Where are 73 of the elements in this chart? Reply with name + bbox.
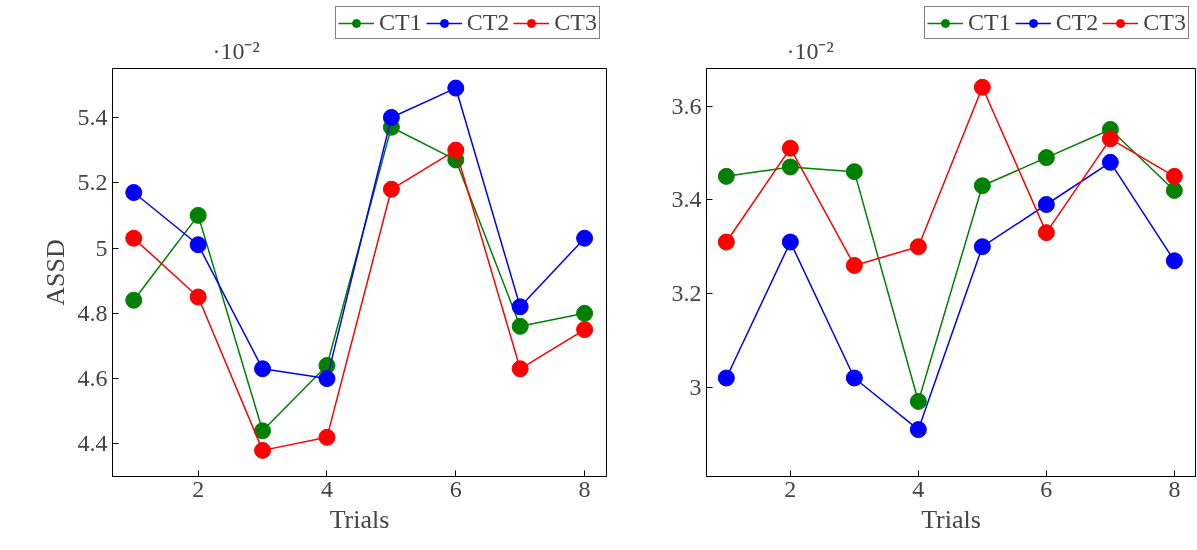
point [973, 78, 991, 96]
y-tick-label: 5.4 [77, 103, 108, 130]
point [382, 180, 400, 198]
y-tick-label: 3.4 [671, 186, 702, 213]
x-tick-label: 4 [912, 475, 925, 502]
point [447, 141, 465, 159]
legend-label: CT3 [1143, 9, 1186, 36]
y-tick-label: 3.6 [671, 92, 702, 119]
point [1165, 252, 1183, 270]
y-axis-title: ASSD [40, 239, 70, 306]
point [254, 441, 272, 459]
x-tick-label: 8 [578, 475, 591, 502]
text: ·10⁻² [786, 37, 834, 64]
point [189, 288, 207, 306]
point [511, 317, 529, 335]
point [576, 304, 594, 322]
y-tick-label: 4.8 [77, 299, 108, 326]
point [1101, 130, 1119, 148]
point [189, 206, 207, 224]
legend-label: CT3 [554, 9, 597, 36]
y-tick-label: 3.2 [671, 280, 702, 307]
point [845, 256, 863, 274]
point [973, 177, 991, 195]
point [1037, 196, 1055, 213]
y-tick-label: 3 [689, 373, 702, 400]
point [254, 422, 272, 440]
point [511, 298, 529, 316]
point [447, 79, 465, 97]
point [845, 163, 863, 181]
point [576, 321, 594, 339]
point [1037, 149, 1055, 167]
legend-label: CT1 [967, 9, 1011, 36]
x-tick-label: 6 [449, 475, 462, 502]
point [189, 236, 207, 254]
point [1101, 153, 1119, 171]
x-tick-label: 4 [320, 475, 333, 502]
point [576, 229, 594, 247]
text: ·10⁻² [212, 37, 260, 64]
point [717, 233, 735, 251]
point [909, 421, 927, 439]
legend-label: CT1 [378, 9, 422, 36]
point [1165, 181, 1183, 199]
point [511, 360, 529, 378]
y-tick-label: 4.4 [77, 430, 108, 457]
x-tick-label: 6 [1040, 475, 1053, 502]
legend-label: CT2 [466, 9, 510, 36]
point [382, 108, 400, 126]
point [909, 238, 927, 256]
x-tick-label: 8 [1168, 475, 1181, 502]
y-tick-label: 4.6 [77, 365, 108, 392]
point [254, 360, 272, 378]
x-axis-title: Trials [329, 504, 390, 534]
x-tick-label: 2 [784, 475, 797, 502]
point [318, 428, 336, 446]
point [717, 369, 735, 387]
point [973, 238, 991, 256]
point [909, 392, 927, 410]
point [318, 370, 336, 388]
legend-label: CT2 [1055, 9, 1099, 36]
point [125, 291, 143, 309]
x-tick-label: 2 [192, 475, 205, 502]
point [781, 139, 799, 157]
point [125, 184, 143, 202]
y-tick-label: 5 [95, 234, 108, 261]
point [781, 233, 799, 251]
point [717, 167, 735, 185]
point [1165, 167, 1183, 185]
x-axis-title: Trials [921, 504, 981, 534]
point [845, 369, 863, 387]
point [1037, 224, 1055, 242]
point [781, 158, 799, 176]
y-tick-label: 5.2 [77, 169, 108, 196]
point [125, 229, 143, 247]
